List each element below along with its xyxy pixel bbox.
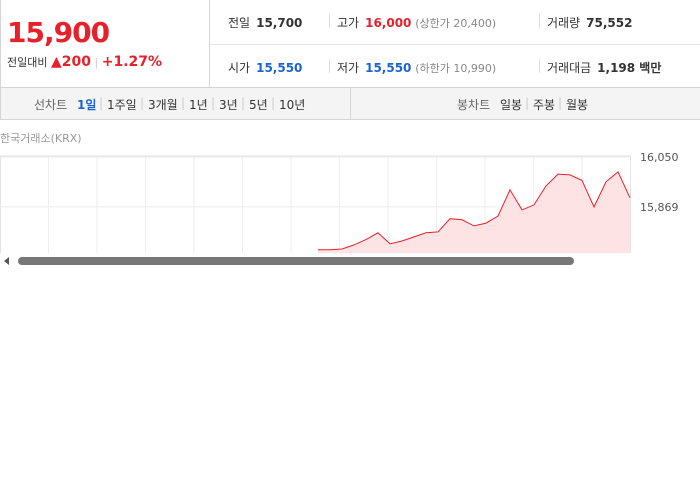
tab[interactable]: 1년 (189, 98, 208, 112)
tab[interactable]: 3년 (219, 98, 238, 112)
tab-separator: | (525, 96, 530, 110)
area (318, 171, 630, 253)
stat-label: 거래대금 (547, 61, 592, 75)
stats-row: 시가 15,550 저가 15,550 (하한가 10,990) 거래대금 1,198 백… (210, 44, 700, 88)
tab[interactable]: 10년 (279, 98, 306, 112)
tab-separator: | (140, 96, 145, 110)
tab-group-label: 봉차트 (457, 98, 491, 112)
stat-label: 시가 (228, 61, 251, 75)
separator (329, 59, 330, 73)
separator (329, 14, 330, 28)
price: 15,900 (7, 16, 110, 49)
stat: 거래대금 1,198 백만 (547, 59, 661, 76)
stat-note: (하한가 10,990) (415, 62, 497, 75)
chart: 16,050 15,869 15,687 (0, 151, 679, 253)
separator (539, 59, 540, 73)
tab[interactable]: 1주일 (107, 98, 137, 112)
plot-frame (0, 155, 631, 253)
stat: 고가 16,000 (상한가 20,400) (337, 14, 496, 31)
stats-row: 전일 15,700 고가 16,000 (상한가 20,400) 거래량 75,552 (210, 0, 700, 43)
tab-separator: | (211, 96, 216, 110)
change-value: ▲200 (50, 54, 91, 70)
stat: 거래량 75,552 (547, 14, 632, 31)
tab[interactable]: 1일 (77, 98, 97, 112)
tab[interactable]: 5년 (249, 98, 268, 112)
stat-label: 고가 (337, 16, 360, 30)
tab-group-label: 선차트 (34, 98, 68, 112)
stat-label: 전일 (228, 16, 251, 30)
stat-value: 16,000 (365, 16, 412, 30)
stat-value: 1,198 백만 (597, 61, 662, 75)
tab-separator: | (181, 96, 186, 110)
stat: 시가 15,550 (228, 59, 302, 76)
y-tick-label: 15,687 (640, 251, 679, 253)
stat: 저가 15,550 (하한가 10,990) (337, 59, 496, 76)
y-tick-label: 16,050 (640, 151, 679, 164)
change: 전일대비 ▲200 | +1.27% (7, 54, 163, 70)
change-rate: +1.27% (101, 54, 163, 70)
stat-label: 저가 (337, 61, 360, 75)
tab[interactable]: 월봉 (566, 98, 589, 112)
stat-note: (상한가 20,400) (415, 17, 497, 30)
tab[interactable]: 주봉 (533, 98, 556, 112)
tab[interactable]: 3개월 (148, 98, 178, 112)
tab[interactable]: 일봉 (500, 98, 523, 112)
tab-separator: | (241, 96, 246, 110)
change-amount: 200 (61, 54, 91, 70)
stat: 전일 15,700 (228, 14, 302, 31)
separator (539, 14, 540, 28)
price-line (318, 171, 631, 251)
stat-label: 거래량 (547, 16, 581, 30)
price-box: 15,900 전일대비 ▲200 | +1.27% (1, 0, 210, 87)
stat-value: 15,700 (256, 16, 303, 30)
scrollbar[interactable] (0, 255, 700, 269)
stat-value: 75,552 (586, 16, 633, 30)
source: 한국거래소(KRX) (0, 132, 82, 145)
tab-separator: | (271, 96, 276, 110)
quote-header: 15,900 전일대비 ▲200 | +1.27% 전일 15,700 고가 16,0… (0, 0, 700, 88)
change-label: 전일대비 (7, 56, 48, 69)
stat-value: 15,550 (365, 61, 412, 75)
y-tick-label: 15,869 (640, 201, 679, 214)
tab-separator: | (99, 96, 104, 110)
tab-separator: | (558, 96, 563, 110)
stat-value: 15,550 (256, 61, 303, 75)
